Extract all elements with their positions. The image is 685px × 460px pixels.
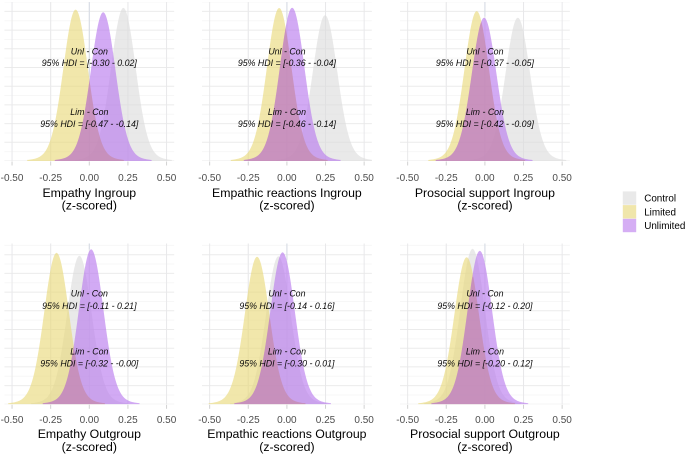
svg-text:95% HDI = [-0.20 - 0.12]: 95% HDI = [-0.20 - 0.12] (437, 359, 533, 369)
svg-text:-0.50: -0.50 (396, 415, 419, 426)
svg-text:-0.50: -0.50 (396, 173, 419, 184)
svg-text:0.00: 0.00 (277, 173, 297, 184)
svg-text:Empathic reactions Ingroup: Empathic reactions Ingroup (212, 186, 362, 200)
svg-text:-0.50: -0.50 (198, 173, 221, 184)
svg-text:-0.50: -0.50 (1, 415, 24, 426)
svg-text:95% HDI = [-0.36 - -0.04]: 95% HDI = [-0.36 - -0.04] (238, 58, 337, 68)
svg-text:Lim - Con: Lim - Con (466, 347, 504, 357)
svg-text:Unl - Con: Unl - Con (466, 289, 503, 299)
svg-text:Prosocial support Outgroup: Prosocial support Outgroup (410, 427, 560, 441)
svg-text:0.25: 0.25 (316, 415, 336, 426)
svg-text:0.50: 0.50 (552, 415, 572, 426)
svg-text:95% HDI = [-0.32 - -0.00]: 95% HDI = [-0.32 - -0.00] (40, 359, 139, 369)
svg-text:0.50: 0.50 (354, 173, 374, 184)
svg-text:0.00: 0.00 (80, 415, 100, 426)
svg-text:0.25: 0.25 (316, 173, 336, 184)
svg-text:Unl - Con: Unl - Con (71, 47, 108, 57)
svg-text:Lim - Con: Lim - Con (466, 107, 504, 117)
svg-text:95% HDI = [-0.46 - -0.14]: 95% HDI = [-0.46 - -0.14] (238, 119, 337, 129)
svg-text:(z-scored): (z-scored) (457, 199, 512, 213)
svg-text:Lim - Con: Lim - Con (268, 347, 306, 357)
svg-text:(z-scored): (z-scored) (62, 440, 117, 454)
svg-text:Prosocial support Ingroup: Prosocial support Ingroup (415, 186, 555, 200)
svg-text:(z-scored): (z-scored) (62, 199, 117, 213)
svg-text:Empathy Ingroup: Empathy Ingroup (42, 186, 136, 200)
svg-text:95% HDI = [-0.42 - -0.09]: 95% HDI = [-0.42 - -0.09] (436, 119, 535, 129)
svg-text:Lim - Con: Lim - Con (70, 347, 108, 357)
svg-text:-0.50: -0.50 (1, 173, 24, 184)
svg-text:Lim - Con: Lim - Con (268, 107, 306, 117)
svg-text:0.50: 0.50 (552, 173, 572, 184)
svg-text:0.50: 0.50 (354, 415, 374, 426)
svg-text:0.25: 0.25 (514, 173, 534, 184)
svg-text:Empathy Outgroup: Empathy Outgroup (38, 427, 141, 441)
svg-text:Unl - Con: Unl - Con (268, 47, 305, 57)
svg-text:-0.50: -0.50 (198, 415, 221, 426)
svg-text:0.00: 0.00 (475, 173, 495, 184)
svg-text:Unl - Con: Unl - Con (71, 289, 108, 299)
svg-text:Unl - Con: Unl - Con (466, 47, 503, 57)
svg-text:0.25: 0.25 (118, 415, 138, 426)
svg-text:-0.25: -0.25 (39, 173, 62, 184)
svg-text:0.25: 0.25 (514, 415, 534, 426)
svg-text:Limited: Limited (644, 207, 676, 218)
svg-text:-0.25: -0.25 (237, 173, 260, 184)
svg-text:-0.25: -0.25 (237, 415, 260, 426)
svg-text:95% HDI = [-0.47 - -0.14]: 95% HDI = [-0.47 - -0.14] (40, 119, 139, 129)
svg-text:Lim - Con: Lim - Con (70, 107, 108, 117)
svg-text:95% HDI = [-0.12 - 0.20]: 95% HDI = [-0.12 - 0.20] (437, 301, 533, 311)
svg-text:-0.25: -0.25 (435, 415, 458, 426)
svg-text:95% HDI = [-0.37 - -0.05]: 95% HDI = [-0.37 - -0.05] (436, 58, 535, 68)
svg-text:0.00: 0.00 (80, 173, 100, 184)
svg-text:(z-scored): (z-scored) (259, 199, 314, 213)
svg-text:0.00: 0.00 (277, 415, 297, 426)
svg-text:Unlimited: Unlimited (644, 221, 685, 232)
svg-text:(z-scored): (z-scored) (457, 440, 512, 454)
svg-text:95% HDI = [-0.14 - 0.16]: 95% HDI = [-0.14 - 0.16] (239, 301, 335, 311)
svg-text:Unl - Con: Unl - Con (268, 289, 305, 299)
svg-text:0.00: 0.00 (475, 415, 495, 426)
svg-text:95% HDI = [-0.30 - 0.02]: 95% HDI = [-0.30 - 0.02] (42, 58, 138, 68)
svg-text:0.25: 0.25 (118, 173, 138, 184)
svg-text:95% HDI = [-0.30 - 0.01]: 95% HDI = [-0.30 - 0.01] (239, 359, 335, 369)
svg-text:Control: Control (644, 194, 676, 205)
svg-text:(z-scored): (z-scored) (259, 440, 314, 454)
svg-text:Empathic reactions Outgroup: Empathic reactions Outgroup (207, 427, 366, 441)
svg-text:0.50: 0.50 (157, 415, 177, 426)
svg-text:0.50: 0.50 (157, 173, 177, 184)
svg-text:95% HDI = [-0.11 - 0.21]: 95% HDI = [-0.11 - 0.21] (42, 301, 137, 311)
svg-text:-0.25: -0.25 (435, 173, 458, 184)
svg-text:-0.25: -0.25 (39, 415, 62, 426)
